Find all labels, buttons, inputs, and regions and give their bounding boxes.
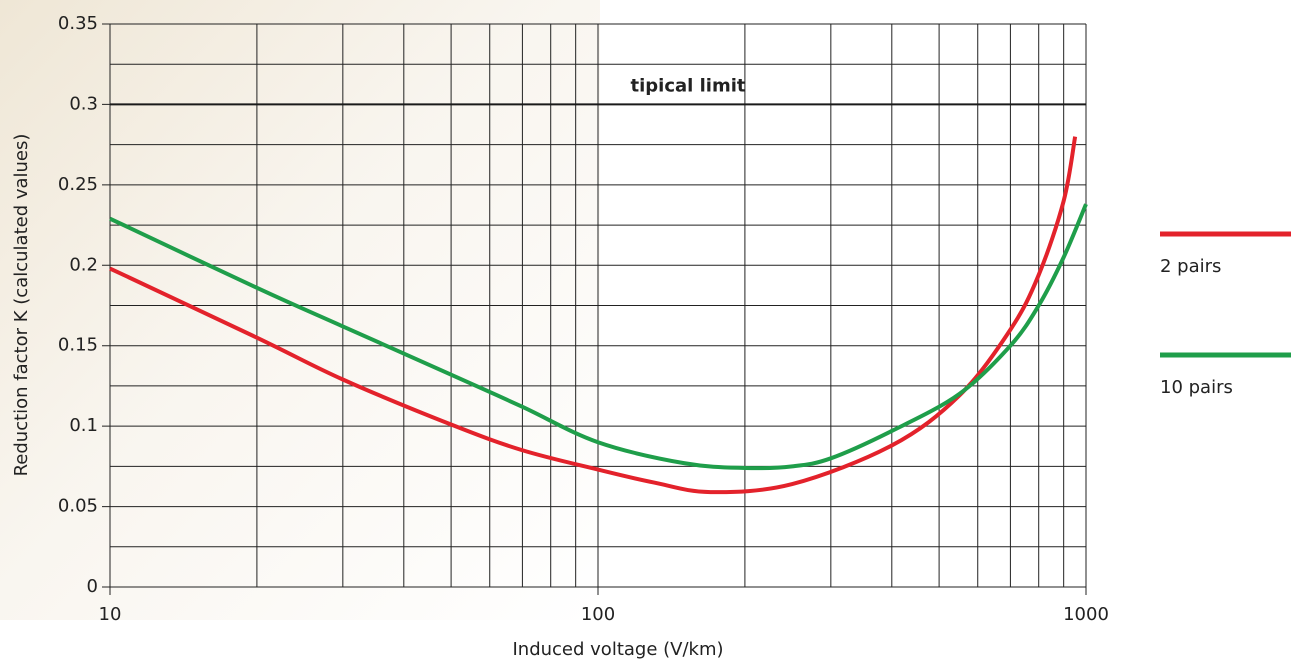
- x-tick-label: 1000: [1063, 604, 1109, 625]
- y-axis-label: Reduction factor K (calculated values): [11, 134, 32, 477]
- legend-label: 10 pairs: [1160, 377, 1233, 398]
- y-tick-label: 0: [87, 576, 98, 597]
- y-tick-label: 0.3: [69, 93, 98, 114]
- y-tick-label: 0.05: [58, 496, 98, 517]
- series-line: [109, 203, 1088, 471]
- x-tick-label: 100: [581, 604, 615, 625]
- x-axis-label: Induced voltage (V/km): [512, 639, 723, 660]
- y-tick-label: 0.35: [58, 13, 98, 34]
- background: [0, 0, 600, 620]
- legend-label: 2 pairs: [1160, 256, 1221, 277]
- y-tick-label: 0.1: [69, 415, 98, 436]
- x-tick-label: 10: [99, 604, 122, 625]
- reference-label: tipical limit: [631, 75, 746, 96]
- y-tick-label: 0.2: [69, 254, 98, 275]
- y-tick-label: 0.25: [58, 174, 98, 195]
- y-tick-label: 0.15: [58, 335, 98, 356]
- series-line: [109, 136, 1078, 495]
